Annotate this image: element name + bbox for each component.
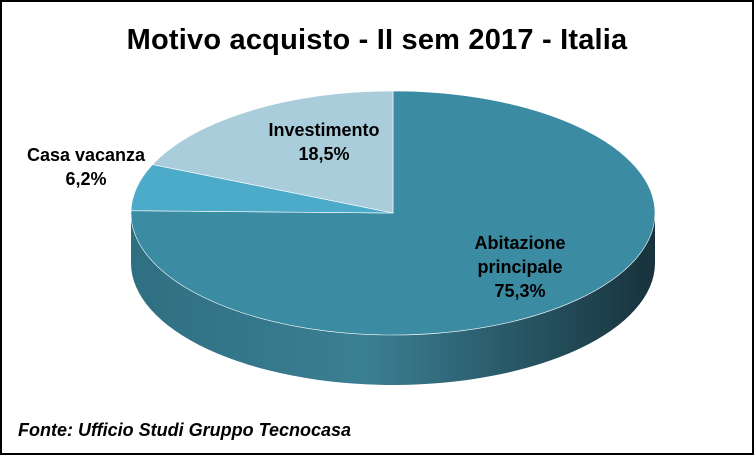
pie-slice-investimento <box>151 90 394 214</box>
slice-label-line-1: Casa vacanza <box>26 145 146 165</box>
pie-slice-abitazione-principale <box>130 90 656 336</box>
pie-side-wall <box>131 213 655 385</box>
slice-label-investimento: Investimento 18,5% <box>244 118 404 166</box>
chart-title: Motivo acquisto - II sem 2017 - Italia <box>126 24 628 56</box>
slice-label-line-1: Abitazione <box>474 233 566 253</box>
slice-label-line-2: principale <box>477 257 563 277</box>
slice-label-abitazione: Abitazione principale 75,3% <box>435 231 605 303</box>
slice-value: 18,5% <box>298 144 350 164</box>
slice-label-line-1: Investimento <box>268 120 380 140</box>
source-note: Fonte: Ufficio Studi Gruppo Tecnocasa <box>18 420 352 440</box>
slice-label-casa-vacanza: Casa vacanza 6,2% <box>16 143 156 191</box>
pie-side-group <box>131 213 655 385</box>
slice-value: 6,2% <box>65 169 107 189</box>
slice-value: 75,3% <box>494 281 546 301</box>
pie-top-group <box>130 90 656 336</box>
